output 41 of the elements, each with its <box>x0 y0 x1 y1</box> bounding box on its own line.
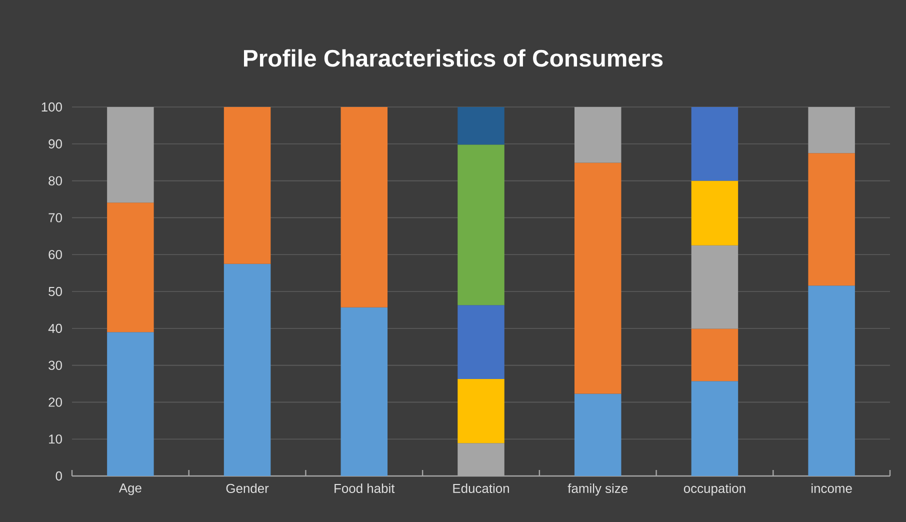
bar <box>691 180 738 246</box>
x-tick-label: occupation <box>684 484 746 496</box>
bar <box>458 106 504 145</box>
bar <box>458 144 504 306</box>
bar <box>574 394 622 476</box>
x-tick-label: Gender <box>226 484 269 494</box>
bar <box>107 106 154 203</box>
y-tick-label: 10 <box>49 434 62 444</box>
x-tick-label: Age <box>118 484 142 496</box>
y-tick-label: 70 <box>48 213 62 222</box>
bar <box>340 106 388 308</box>
bar <box>691 381 738 476</box>
x-tick-label: family size <box>568 484 628 496</box>
bar <box>224 264 271 476</box>
bar <box>574 162 622 394</box>
bar <box>458 305 504 379</box>
y-tick-label: 40 <box>48 324 62 333</box>
bar <box>224 106 271 264</box>
x-tick-label: Food habit <box>334 484 395 494</box>
bar <box>808 286 855 476</box>
chart-title: Profile Characteristics of Consumers <box>244 49 663 67</box>
bar <box>107 202 154 332</box>
bar <box>458 378 504 444</box>
bar <box>691 328 738 382</box>
x-tick-label: Education <box>453 484 509 494</box>
x-tick-label: income <box>812 484 852 494</box>
bar <box>340 307 388 476</box>
y-tick-label: 90 <box>48 139 62 148</box>
y-tick-label: 60 <box>48 250 62 260</box>
y-tick-label: 80 <box>48 176 62 186</box>
y-tick-label: 50 <box>48 286 62 296</box>
bar <box>808 106 855 154</box>
bar <box>574 106 622 163</box>
y-tick-label: 30 <box>48 360 62 370</box>
y-tick-label: 0 <box>56 471 62 481</box>
y-tick-label: 100 <box>42 102 62 112</box>
bar <box>691 245 738 329</box>
bar <box>107 332 154 476</box>
bar <box>808 153 855 286</box>
y-tick-label: 20 <box>48 398 62 407</box>
bar <box>691 106 738 181</box>
